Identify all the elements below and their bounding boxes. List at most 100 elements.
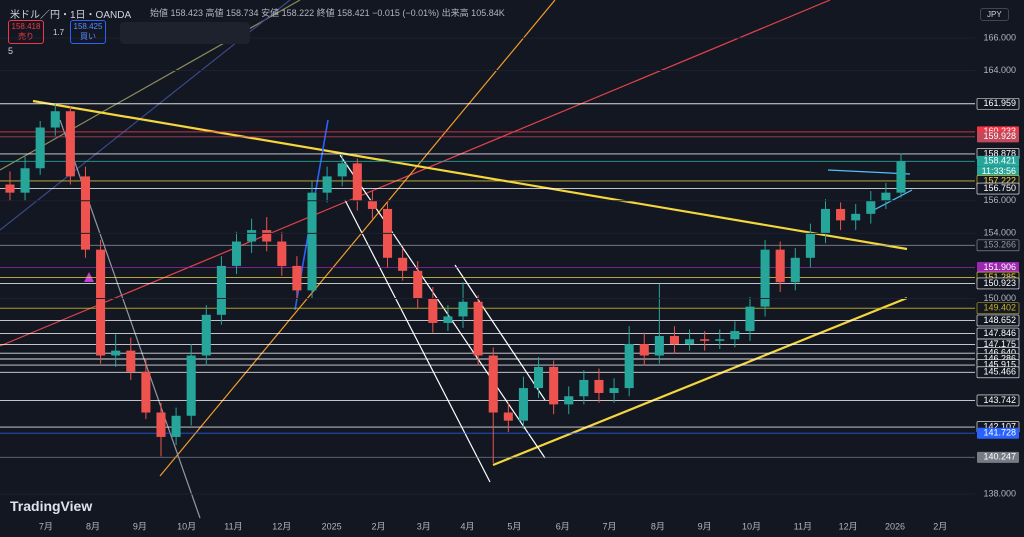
candle-body — [262, 230, 272, 242]
x-tick-label: 9月 — [698, 521, 712, 531]
level-label: 151.285 — [983, 272, 1016, 282]
y-tick-label: 164.000 — [983, 65, 1016, 75]
candle-body — [96, 249, 106, 356]
sell-price: 158.418 — [11, 22, 41, 31]
x-tick-label: 12月 — [272, 521, 291, 531]
candle-body — [881, 192, 891, 201]
indicators[interactable]: 5 — [8, 46, 14, 56]
candle-body — [277, 241, 287, 266]
candle-body — [5, 184, 15, 193]
x-tick-label: 6月 — [556, 521, 570, 531]
candle-body — [836, 208, 846, 221]
level-tag — [977, 451, 1019, 463]
candle-body — [473, 301, 483, 356]
x-tick-label: 8月 — [651, 521, 665, 531]
candle-body — [669, 335, 679, 345]
level-label: 149.402 — [983, 303, 1016, 313]
candle-body — [790, 257, 800, 283]
y-tick-label: 154.000 — [983, 228, 1016, 238]
candle-body — [564, 396, 574, 405]
level-label: 141.728 — [983, 428, 1016, 438]
x-tick-label: 10月 — [177, 521, 196, 531]
candle-body — [126, 350, 136, 372]
x-tick-label: 2月 — [371, 521, 385, 531]
candle-body — [231, 241, 242, 266]
candle-body — [609, 388, 619, 393]
x-tick-label: 11月 — [794, 521, 812, 531]
candle-body — [654, 335, 664, 356]
candle-body — [624, 344, 634, 389]
candle-body — [730, 331, 740, 340]
level-label: 158.421 — [983, 156, 1016, 166]
level-tag — [976, 302, 1020, 315]
candle-body — [685, 339, 695, 345]
candle-body — [50, 111, 60, 128]
x-tick-label: 2月 — [933, 521, 947, 531]
candle-body — [503, 412, 513, 421]
candle-body — [488, 355, 498, 413]
trend-line — [32, 99, 908, 251]
ohlc: 始値 158.423 高値 158.734 安値 158.222 終値 158.… — [150, 8, 505, 18]
x-tick-label: 7月 — [39, 521, 53, 531]
candle-body — [141, 371, 151, 413]
level-label: 156.750 — [983, 183, 1016, 193]
candle-body — [111, 350, 121, 356]
currency[interactable]: JPY — [980, 8, 1009, 21]
level-tag — [976, 366, 1020, 379]
candle-body — [307, 192, 317, 291]
level-label: 147.846 — [983, 328, 1016, 338]
candle-body — [805, 233, 815, 258]
candle-body — [428, 298, 438, 323]
y-tick-label: 166.000 — [983, 32, 1016, 42]
level-tag — [977, 131, 1019, 143]
y-tick-label: 150.000 — [983, 293, 1016, 303]
candle-body — [186, 355, 196, 416]
candle-body — [896, 161, 906, 193]
level-label: 148.652 — [983, 315, 1016, 325]
candle-body — [851, 213, 861, 221]
channel-line — [344, 199, 491, 483]
x-tick-label: 4月 — [461, 521, 475, 531]
candle-body — [337, 163, 347, 177]
candle-body — [352, 163, 362, 201]
candle-body — [700, 339, 710, 341]
level-label: 143.742 — [983, 395, 1016, 405]
candle-body — [549, 366, 559, 405]
channel-line — [454, 264, 546, 401]
level-tag — [977, 261, 1019, 273]
candle-body — [745, 306, 755, 332]
sell-button[interactable]: 158.418 売り — [8, 20, 44, 44]
buy-button[interactable]: 158.425 買い — [70, 20, 106, 44]
buy-price: 158.425 — [73, 22, 103, 31]
levels — [0, 103, 975, 458]
x-tick-label: 12月 — [839, 521, 858, 531]
trend-line — [492, 296, 908, 467]
arrow-marker — [84, 272, 94, 282]
candle-body — [367, 200, 377, 209]
level-label: 142.107 — [983, 421, 1016, 431]
level-tag — [976, 182, 1020, 195]
x-tick-label: 9月 — [133, 521, 147, 531]
candle-body — [760, 249, 770, 307]
candle-body — [534, 366, 544, 389]
candle-body — [413, 270, 423, 299]
buy-label: 買い — [80, 32, 96, 41]
y-tick-label: 138.000 — [983, 488, 1016, 498]
x-tick-label: 8月 — [86, 521, 100, 531]
time-tag — [977, 166, 1019, 177]
candle-body — [322, 176, 332, 193]
level-tag — [976, 314, 1020, 327]
candle-body — [292, 265, 302, 291]
level-label: 151.906 — [983, 262, 1016, 272]
x-tick-label: 2025 — [322, 521, 342, 531]
spread: 1.7 — [53, 28, 65, 37]
trend-line — [0, 0, 301, 171]
level-tag — [976, 97, 1020, 110]
y-tick-label: 156.000 — [983, 195, 1016, 205]
candle-body — [579, 379, 589, 397]
candle-body — [715, 339, 725, 341]
drawing-toolbar[interactable] — [120, 22, 250, 44]
level-label: 146.640 — [983, 348, 1016, 358]
